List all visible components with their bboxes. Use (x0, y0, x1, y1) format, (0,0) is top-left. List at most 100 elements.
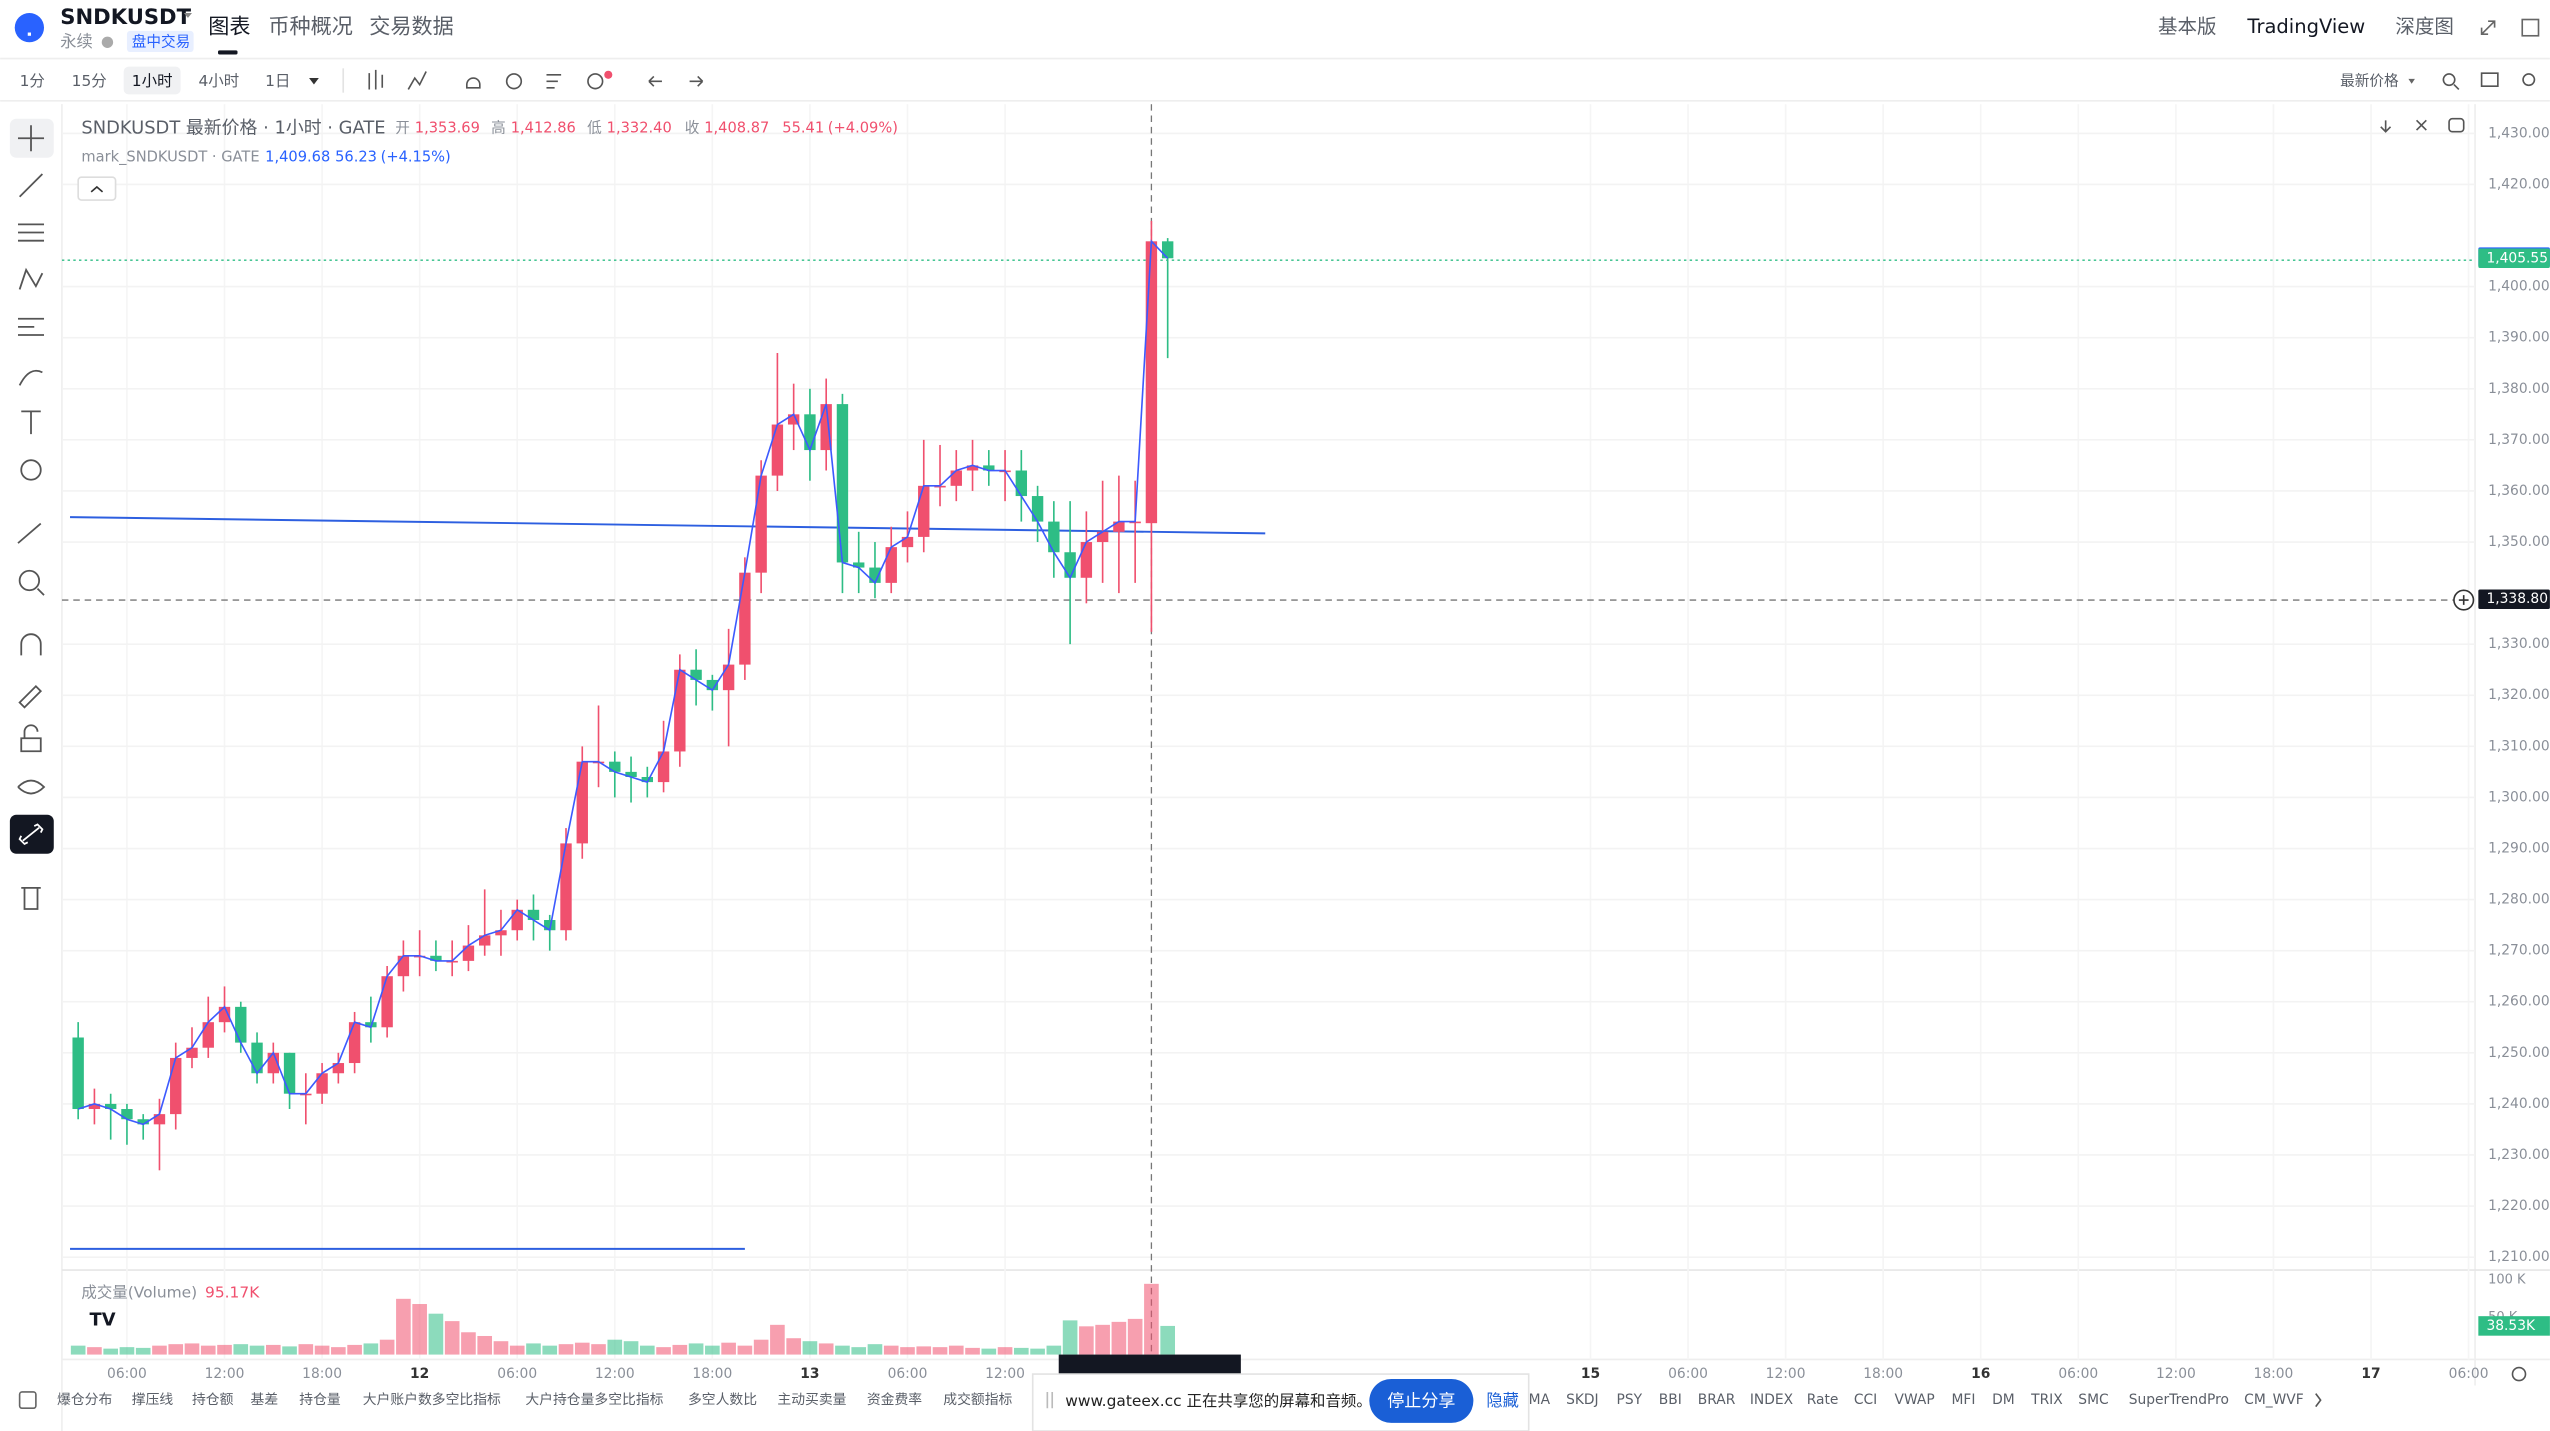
indicator-tab[interactable]: CM_WVF (2244, 1392, 2304, 1408)
indicator-tab[interactable]: MFI (1951, 1392, 1975, 1408)
drawing-tool[interactable] (18, 173, 44, 198)
interval-caret[interactable] (309, 78, 319, 85)
indicator-tab[interactable]: PSY (1616, 1392, 1642, 1408)
indicator-tab[interactable]: 持仓额 (192, 1392, 234, 1408)
drawing-tool[interactable] (17, 223, 45, 242)
candle-body (641, 776, 654, 783)
collapse-button[interactable] (77, 176, 117, 201)
volume-bar (1079, 1326, 1094, 1355)
drawing-tool[interactable] (18, 267, 44, 290)
candle-body (787, 414, 800, 425)
interval[interactable]: 15分 (72, 72, 107, 90)
drawing-tool[interactable] (18, 823, 44, 846)
volume-bar (396, 1298, 411, 1355)
interval[interactable]: 1日 (265, 72, 290, 90)
indicator-tab[interactable]: 爆仓分布 (57, 1392, 112, 1408)
volume-bar (1144, 1283, 1159, 1355)
indicator-tab[interactable]: SKDJ (1566, 1392, 1599, 1408)
drag-handle[interactable] (1046, 1391, 1054, 1409)
drawing-tool[interactable] (18, 369, 43, 386)
toolbar-right-icons[interactable] (2442, 72, 2536, 91)
candle-body (153, 1114, 166, 1125)
indicator-tab[interactable]: 大户持仓量多空比指标 (525, 1391, 663, 1408)
tab[interactable]: 交易数据 (369, 14, 454, 39)
axis-settings-icon[interactable] (2511, 1366, 2527, 1382)
candle-body (901, 536, 914, 548)
drawing-tool[interactable] (17, 125, 45, 152)
indicator-tab[interactable]: 资金费率 (867, 1391, 922, 1408)
indicator-tab[interactable]: INDEX (1750, 1392, 1794, 1408)
drawing-tool[interactable] (18, 569, 45, 596)
drawing-tool[interactable] (17, 522, 42, 544)
indicator-tab[interactable]: 主动买卖量 (777, 1392, 846, 1408)
indicator-tab[interactable]: VWAP (1895, 1392, 1935, 1408)
x-tick-label: 13 (800, 1366, 819, 1382)
indicator-tab[interactable]: CCI (1854, 1392, 1877, 1408)
tab[interactable]: 图表 (208, 14, 250, 39)
hide-link[interactable]: 隐藏 (1486, 1391, 1519, 1410)
expand-icon[interactable] (2480, 20, 2496, 35)
indicator-tab[interactable]: DM (1992, 1392, 2015, 1408)
drawing-tool[interactable] (17, 317, 45, 336)
price-source[interactable]: 最新价格 (2340, 72, 2399, 89)
stop-share-label[interactable]: 停止分享 (1387, 1392, 1455, 1412)
interval[interactable]: 4小时 (198, 72, 239, 90)
alert-dot (604, 70, 613, 79)
indicator-tab[interactable]: 大户账户数多空比指标 (363, 1391, 501, 1408)
y-tick-label: 1,330.00 (2488, 636, 2550, 652)
help-icon[interactable] (14, 13, 45, 43)
indicator-tab[interactable]: 多空人数比 (688, 1391, 757, 1408)
indicator-tab[interactable]: SuperTrendPro (2129, 1392, 2229, 1408)
indicator-tab[interactable]: MA (1529, 1392, 1551, 1408)
trend-line[interactable] (70, 516, 1266, 535)
drawing-tool[interactable] (17, 779, 46, 795)
volume-bar (477, 1335, 493, 1355)
drawing-tool[interactable] (21, 410, 41, 435)
drawing-tool[interactable] (20, 633, 42, 656)
calendar-icon[interactable] (18, 1391, 37, 1410)
indicator-tab[interactable]: 撑压线 (132, 1392, 174, 1408)
tab[interactable]: 币种概况 (268, 14, 353, 39)
indicator-tab[interactable]: SMC (2078, 1392, 2108, 1408)
stop-share-button[interactable] (1369, 1378, 1474, 1423)
legend-change: 55.41 (782, 119, 824, 136)
candle-body (771, 424, 784, 476)
indicator-tab[interactable]: BRAR (1698, 1392, 1736, 1408)
drawing-tool[interactable] (21, 886, 41, 910)
drawing-tool[interactable] (18, 684, 43, 709)
info-icon[interactable] (101, 36, 114, 48)
price-source-caret[interactable] (2408, 78, 2415, 84)
indicator-next[interactable] (2315, 1393, 2322, 1408)
indicator-tab[interactable]: Rate (1807, 1392, 1839, 1408)
drawing-tool[interactable] (20, 459, 42, 481)
view-option[interactable]: TradingView (2246, 15, 2365, 38)
interval-active-bg (123, 66, 181, 95)
drawing-tool[interactable] (20, 724, 42, 753)
indicator-tab[interactable]: 基差 (251, 1391, 279, 1408)
view-option[interactable]: 基本版 (2158, 15, 2217, 38)
toolbar-icons[interactable] (368, 69, 704, 90)
view-option[interactable]: 深度图 (2395, 15, 2454, 38)
legend-title: SNDKUSDT 最新价格 · 1小时 · GATE (81, 117, 385, 138)
volume-bar (249, 1345, 265, 1355)
y-tick-label: 1,360.00 (2488, 483, 2550, 499)
help-dot (27, 32, 32, 36)
interval[interactable]: 1分 (20, 72, 45, 90)
fullscreen-icon[interactable] (2521, 18, 2540, 37)
symbol-caret[interactable] (183, 13, 192, 18)
indicator-tab[interactable]: TRIX (2030, 1392, 2063, 1408)
indicator-tab[interactable]: 持仓量 (299, 1392, 341, 1408)
volume-bar (347, 1344, 362, 1355)
indicator-tab[interactable]: BBI (1659, 1392, 1682, 1408)
legend-label: 收 (685, 119, 700, 136)
y-tick-label: 1,390.00 (2488, 330, 2550, 346)
pane-icons[interactable] (2380, 117, 2465, 133)
volume-bar (867, 1344, 883, 1355)
symbol[interactable]: SNDKUSDT (60, 4, 191, 29)
interval[interactable]: 1小时 (132, 72, 173, 90)
volume-title: 成交量(Volume) (81, 1283, 197, 1301)
volume-legend-value: 95.17K (205, 1283, 260, 1301)
candle-body (495, 930, 507, 936)
indicator-tab[interactable]: 成交额指标 (943, 1391, 1012, 1408)
candle-body (267, 1052, 279, 1074)
